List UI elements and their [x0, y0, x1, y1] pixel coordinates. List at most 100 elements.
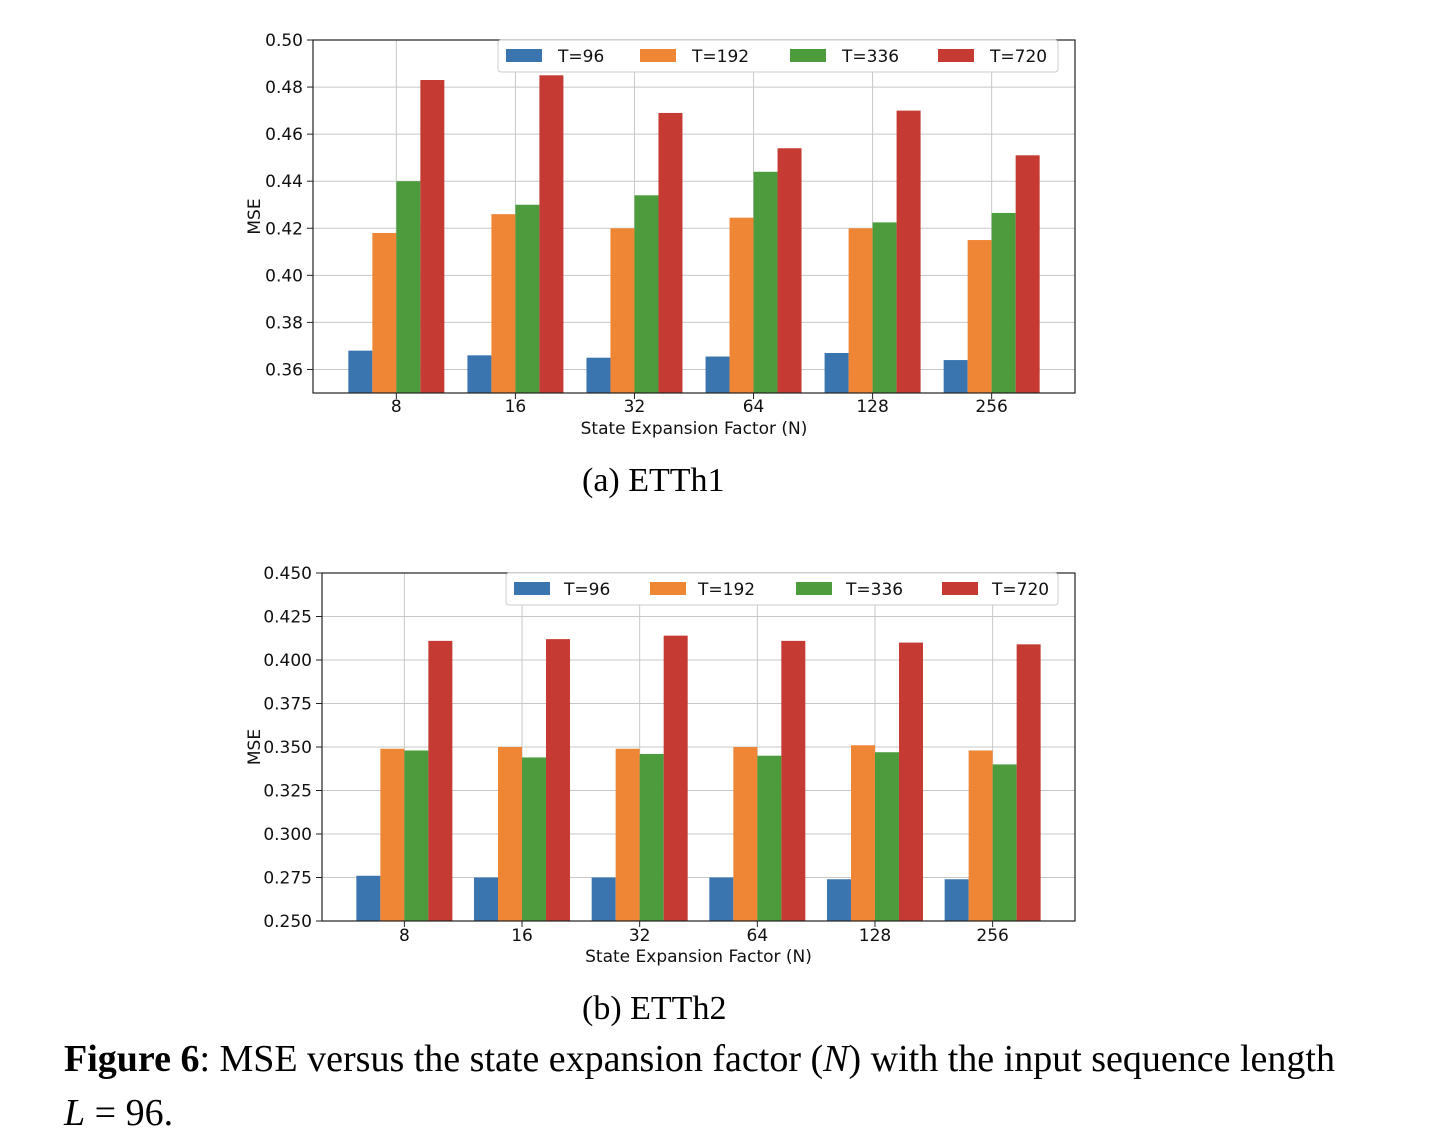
bar-t720-8	[428, 640, 453, 921]
legend-swatch	[514, 582, 550, 595]
y-tick-label: 0.350	[263, 738, 312, 758]
bar-t336-32	[634, 195, 659, 393]
x-tick-label: 128	[856, 397, 888, 417]
legend-label: T=336	[845, 580, 903, 600]
bar-t720-64	[777, 148, 802, 393]
bar-t96-64	[709, 877, 734, 921]
y-tick-label: 0.50	[265, 31, 303, 51]
bar-t96-16	[467, 355, 492, 393]
bar-t336-8	[404, 750, 429, 921]
x-tick-label: 64	[747, 926, 769, 946]
bar-t192-8	[372, 232, 397, 393]
y-tick-label: 0.375	[263, 695, 312, 715]
bar-t720-16	[539, 75, 564, 394]
x-tick-label: 32	[629, 926, 651, 946]
y-tick-label: 0.275	[263, 869, 312, 889]
bar-t192-64	[733, 747, 758, 921]
bar-t336-128	[874, 752, 899, 921]
bar-t96-8	[348, 350, 373, 393]
x-tick-label: 256	[975, 397, 1007, 417]
figure-caption: Figure 6: MSE versus the state expansion…	[64, 1032, 1364, 1140]
legend-swatch	[938, 49, 974, 62]
bar-t336-64	[753, 171, 778, 393]
bar-t336-256	[991, 212, 1016, 393]
bar-t96-256	[944, 879, 969, 921]
x-axis-label: State Expansion Factor (N)	[581, 419, 808, 439]
x-tick-label: 256	[976, 926, 1008, 946]
subcaption-a: (a) ETTh1	[582, 462, 725, 499]
bar-t192-64	[729, 217, 754, 393]
legend-label: T=336	[841, 47, 899, 67]
caption-text-after: = 96.	[85, 1092, 174, 1134]
bar-t192-256	[968, 750, 993, 921]
bar-t336-256	[992, 764, 1017, 921]
bar-t192-16	[498, 747, 523, 921]
y-tick-label: 0.44	[265, 172, 303, 192]
bar-t96-128	[824, 352, 849, 393]
x-tick-label: 16	[505, 397, 527, 417]
bar-t336-8	[396, 181, 421, 393]
x-tick-label: 128	[859, 926, 891, 946]
caption-text-middle: ) with the input sequence length	[848, 1038, 1336, 1080]
y-tick-label: 0.46	[265, 125, 303, 145]
y-axis-label: MSE	[245, 198, 265, 234]
legend-swatch	[796, 582, 832, 595]
legend: T=96 T=192 T=336 T=720	[505, 572, 1059, 606]
bar-t96-128	[826, 879, 851, 921]
legend-swatch	[506, 49, 542, 62]
caption-label: Figure 6	[64, 1038, 200, 1080]
bar-t720-8	[420, 80, 445, 394]
bar-t336-16	[515, 204, 540, 393]
legend-swatch	[790, 49, 826, 62]
y-tick-label: 0.40	[265, 266, 303, 286]
bar-t720-128	[896, 110, 921, 393]
x-tick-label: 8	[391, 397, 402, 417]
bar-t192-32	[610, 228, 635, 393]
y-tick-label: 0.450	[263, 564, 312, 584]
y-tick-label: 0.42	[265, 219, 303, 239]
y-tick-label: 0.425	[263, 608, 312, 628]
caption-text-before: : MSE versus the state expansion factor …	[199, 1038, 824, 1080]
legend-swatch	[640, 49, 676, 62]
bar-t96-8	[356, 875, 381, 921]
bar-t720-64	[781, 640, 806, 921]
legend: T=96 T=192 T=336 T=720	[497, 39, 1059, 73]
legend-label: T=192	[691, 47, 749, 67]
legend-swatch	[650, 582, 686, 595]
caption-variable: N	[823, 1038, 849, 1080]
x-tick-label: 64	[743, 397, 765, 417]
bar-t192-256	[967, 240, 992, 393]
bar-t720-16	[546, 639, 571, 921]
legend-box	[505, 572, 1059, 606]
bar-t336-128	[872, 222, 897, 393]
y-tick-label: 0.325	[263, 782, 312, 802]
bar-t192-8	[380, 748, 405, 921]
bar-t720-256	[1016, 644, 1041, 921]
bar-t96-64	[705, 356, 730, 393]
bar-t336-64	[757, 755, 782, 921]
chart-etth1: 0.36 0.38 0.40 0.42 0.44 0.46 0.48 0.50 8 16 32 64 1…	[245, 31, 1076, 439]
bar-t96-32	[586, 357, 611, 393]
subcaption-b: (b) ETTh2	[582, 990, 727, 1027]
y-axis-label: MSE	[245, 729, 265, 765]
bar-t192-32	[615, 748, 640, 921]
legend-box	[497, 39, 1059, 73]
legend-label: T=96	[557, 47, 604, 67]
bar-t96-16	[474, 877, 499, 921]
x-tick-label: 16	[511, 926, 533, 946]
bar-t336-16	[522, 757, 547, 921]
bar-t192-128	[848, 228, 873, 393]
bar-t720-256	[1015, 155, 1040, 393]
bar-t336-32	[639, 753, 664, 921]
bar-t192-16	[491, 214, 516, 393]
legend-label: T=192	[697, 580, 755, 600]
chart-etth2: 0.250 0.275 0.300 0.325 0.350 0.375 0.400 0.425…	[245, 564, 1076, 967]
y-tick-label: 0.38	[265, 313, 303, 333]
x-tick-label: 8	[399, 926, 410, 946]
y-tick-label: 0.48	[265, 78, 303, 98]
x-axis-label: State Expansion Factor (N)	[585, 947, 812, 967]
legend-label: T=720	[991, 580, 1049, 600]
y-tick-label: 0.250	[263, 912, 312, 932]
x-tick-label: 32	[624, 397, 646, 417]
